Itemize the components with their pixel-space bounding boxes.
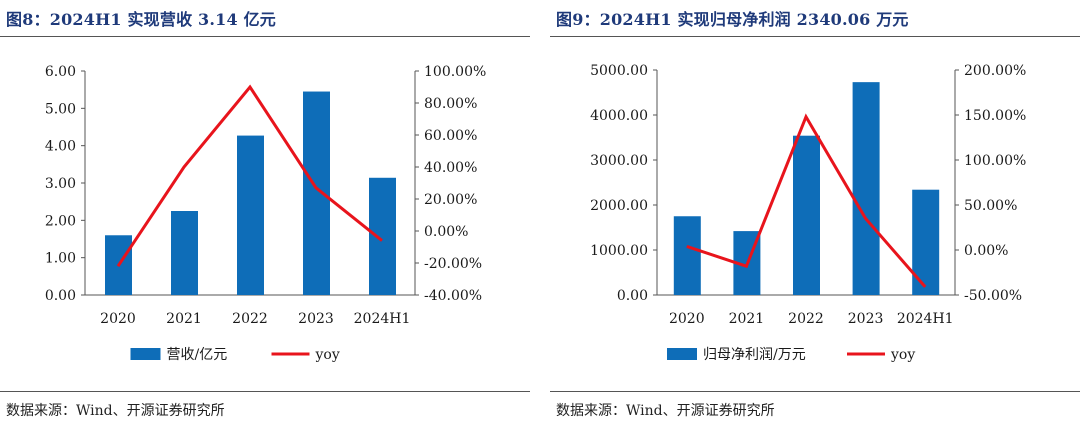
y-tick-label-left: 4.00 [45, 139, 76, 155]
x-tick-label: 2020 [669, 311, 705, 327]
x-tick-label: 2022 [788, 311, 824, 327]
source-note: 数据来源：Wind、开源证券研究所 [6, 403, 225, 419]
legend-label-line: yoy [890, 347, 915, 363]
y-tick-label-left: 0.00 [45, 288, 76, 304]
y-tick-label-left: 5.00 [45, 101, 76, 117]
y-tick-label-left: 3000.00 [590, 153, 648, 169]
y-tick-label-right: -50.00% [964, 288, 1022, 304]
x-tick-label: 2020 [100, 311, 136, 327]
y-tick-label-left: 6.00 [45, 64, 76, 80]
legend-label-line: yoy [315, 347, 340, 363]
x-tick-label: 2023 [848, 311, 884, 327]
source-note: 数据来源：Wind、开源证券研究所 [556, 403, 775, 419]
legend-label-bar: 归母净利润/万元 [703, 346, 806, 363]
y-tick-label-left: 0.00 [617, 288, 648, 304]
y-tick-label-left: 2000.00 [590, 198, 648, 214]
legend-swatch-bar [667, 348, 697, 360]
x-tick-label: 2023 [298, 311, 334, 327]
chart-panel-left: 图8：2024H1 实现营收 3.14 亿元 0.00 1.00 2.00 3.00 4… [0, 0, 530, 427]
bar-2022 [237, 135, 264, 295]
y-tick-label-right: -20.00% [424, 256, 482, 272]
footer-divider [550, 391, 1080, 392]
y-tick-label-right: -40.00% [424, 288, 482, 304]
y-tick-label-left: 3.00 [45, 176, 76, 192]
y-tick-label-right: 40.00% [424, 160, 477, 176]
y-tick-label-right: 100.00% [964, 153, 1026, 169]
chart-title: 图8：2024H1 实现营收 3.14 亿元 [6, 10, 276, 29]
x-tick-label: 2022 [232, 311, 268, 327]
bar-2022 [793, 135, 820, 295]
y-tick-label-left: 2.00 [45, 213, 76, 229]
revenue-chart: 0.00 1.00 2.00 3.00 4.00 5.00 6.00 -40.00% -20.0… [45, 64, 486, 363]
bar-2023 [852, 82, 880, 296]
y-tick-label-left: 4000.00 [590, 108, 648, 124]
y-tick-label-left: 5000.00 [590, 63, 648, 79]
bar-2023 [303, 91, 330, 296]
y-tick-label-right: 0.00% [424, 224, 468, 240]
y-tick-label-left: 1.00 [45, 251, 76, 267]
bar-2024H1 [912, 189, 940, 295]
y-tick-label-right: 60.00% [424, 128, 477, 144]
x-tick-label: 2021 [729, 311, 765, 327]
net-profit-chart: 0.00 1000.00 2000.00 3000.00 4000.00 5000.00 -… [590, 63, 1026, 363]
y-tick-label-right: 50.00% [964, 198, 1017, 214]
legend-swatch-bar [130, 348, 161, 360]
y-tick-label-right: 0.00% [964, 243, 1008, 259]
chart-panel-right: 图9：2024H1 实现归母净利润 2340.06 万元 0.00 1000.00… [550, 0, 1080, 427]
title-divider [0, 36, 530, 37]
bar-2020 [673, 216, 701, 295]
x-tick-label: 2021 [166, 311, 202, 327]
chart-title: 图9：2024H1 实现归母净利润 2340.06 万元 [556, 10, 909, 29]
title-divider [550, 36, 1080, 37]
y-tick-label-right: 200.00% [964, 63, 1026, 79]
y-tick-label-right: 20.00% [424, 192, 477, 208]
bar-2024H1 [369, 177, 396, 295]
legend-label-bar: 营收/亿元 [167, 347, 228, 363]
x-tick-label: 2024H1 [897, 311, 954, 327]
y-tick-label-right: 150.00% [964, 108, 1026, 124]
x-tick-label: 2024H1 [354, 311, 411, 327]
bar-2021 [171, 211, 198, 295]
y-tick-label-right: 80.00% [424, 96, 477, 112]
footer-divider [0, 391, 530, 392]
y-tick-label-left: 1000.00 [590, 243, 648, 259]
y-tick-label-right: 100.00% [424, 64, 486, 80]
